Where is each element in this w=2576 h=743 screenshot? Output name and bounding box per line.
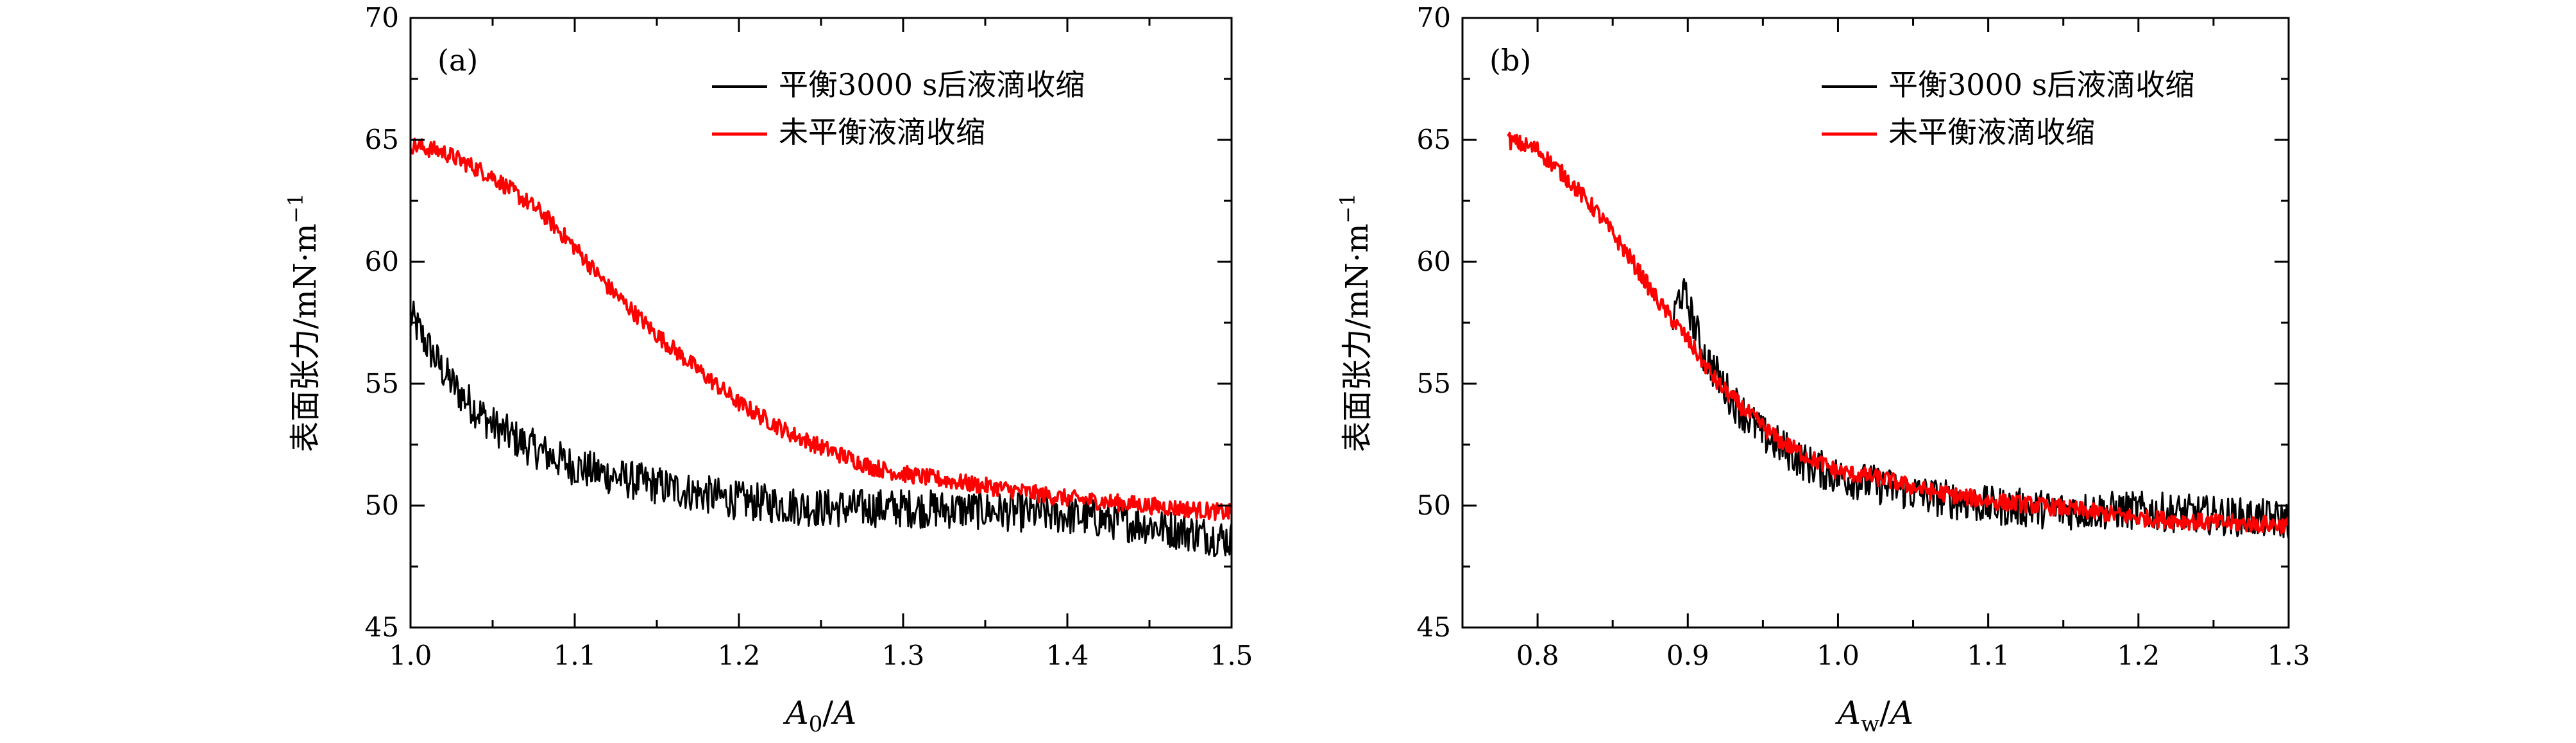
x-axis-label: Aw/A — [1835, 694, 1913, 737]
x-axis-label: A0/A — [783, 694, 857, 737]
series-line-non-equilibrated — [1507, 132, 2289, 534]
y-tick-label: 60 — [365, 246, 399, 277]
plot-area — [1507, 132, 2289, 539]
y-tick-label: 70 — [365, 2, 399, 33]
x-tick-label: 1.0 — [389, 640, 432, 671]
legend-label: 平衡3000 s后液滴收缩 — [1888, 67, 2194, 102]
x-tick-label: 1.1 — [554, 640, 597, 671]
x-tick-label: 1.3 — [2267, 640, 2310, 671]
x-tick-label: 1.1 — [1967, 640, 2010, 671]
x-tick-label: 0.8 — [1516, 640, 1559, 671]
panel-label: (a) — [437, 43, 478, 78]
series-line-equilibrated — [411, 300, 1232, 558]
y-tick-label: 50 — [365, 490, 399, 521]
legend-label: 未平衡液滴收缩 — [779, 115, 985, 149]
x-tick-label: 1.4 — [1046, 640, 1089, 671]
legend-label: 平衡3000 s后液滴收缩 — [779, 67, 1085, 102]
series-line-non-equilibrated — [411, 137, 1232, 522]
x-tick-label: 1.5 — [1210, 640, 1253, 671]
panel-a: 1.0 1.1 1.2 1.3 1.4 1.5 45 50 55 60 65 70 (a) 平衡3000 … — [284, 2, 1253, 737]
y-tick-label: 50 — [1417, 490, 1451, 521]
y-axis-label: 表面张力/mN·m−1 — [1335, 193, 1375, 452]
y-tick-label: 55 — [1417, 368, 1451, 399]
y-tick-label: 45 — [1417, 611, 1451, 643]
y-tick-label: 60 — [1417, 246, 1451, 277]
x-tick-label: 1.2 — [718, 640, 761, 671]
plot-area — [411, 137, 1232, 558]
x-tick-label: 1.2 — [2117, 640, 2160, 671]
panel-b: 0.8 0.9 1.0 1.1 1.2 1.3 45 50 55 60 65 70 (b) 平衡3000 … — [1335, 2, 2310, 737]
x-tick-label: 0.9 — [1666, 640, 1709, 671]
y-tick-label: 70 — [1417, 2, 1451, 33]
x-tick-label: 1.3 — [882, 640, 925, 671]
y-axis-label: 表面张力/mN·m−1 — [284, 193, 323, 452]
y-tick-label: 65 — [365, 124, 399, 155]
x-tick-label: 1.0 — [1817, 640, 1860, 671]
panel-label: (b) — [1489, 43, 1531, 78]
y-tick-label: 65 — [1417, 124, 1451, 155]
y-tick-label: 55 — [365, 368, 399, 399]
legend-label: 未平衡液滴收缩 — [1888, 115, 2095, 149]
y-tick-label: 45 — [365, 611, 399, 643]
